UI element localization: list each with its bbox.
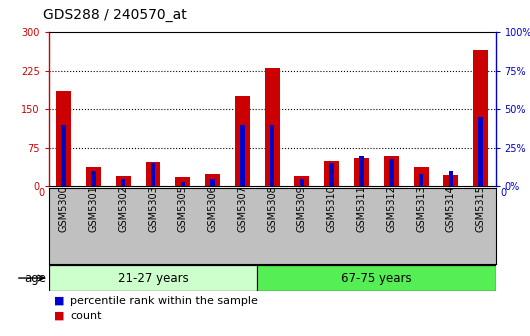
Bar	[419, 174, 423, 186]
Bar	[86, 167, 101, 186]
Bar	[210, 179, 215, 186]
Bar	[56, 91, 71, 186]
Text: 67-75 years: 67-75 years	[341, 271, 412, 285]
Bar	[299, 179, 304, 186]
Bar	[359, 156, 364, 186]
Bar	[270, 125, 275, 186]
Bar	[384, 156, 399, 186]
Bar	[240, 125, 245, 186]
Text: ■: ■	[54, 311, 65, 321]
Bar	[473, 50, 488, 186]
Bar	[121, 179, 126, 186]
Bar	[235, 96, 250, 186]
Text: ■: ■	[54, 296, 65, 306]
Bar	[389, 159, 394, 186]
Bar	[448, 171, 453, 186]
Text: 0: 0	[38, 188, 45, 198]
Bar	[330, 163, 334, 186]
Text: count: count	[70, 311, 101, 321]
Text: age: age	[24, 271, 46, 285]
Bar	[354, 158, 369, 186]
Bar	[444, 175, 458, 186]
Bar	[146, 162, 161, 186]
Text: 0: 0	[500, 188, 506, 198]
Bar	[479, 117, 483, 186]
Bar	[151, 163, 155, 186]
Bar	[205, 174, 220, 186]
Bar	[116, 176, 131, 186]
FancyBboxPatch shape	[257, 265, 496, 291]
Bar	[61, 125, 66, 186]
Bar	[181, 182, 185, 186]
Bar	[413, 167, 429, 186]
Bar	[175, 177, 190, 186]
FancyBboxPatch shape	[49, 265, 257, 291]
Text: 21-27 years: 21-27 years	[118, 271, 188, 285]
Bar	[91, 171, 96, 186]
Text: GDS288 / 240570_at: GDS288 / 240570_at	[43, 8, 187, 22]
Bar	[324, 161, 339, 186]
Text: percentile rank within the sample: percentile rank within the sample	[70, 296, 258, 306]
Bar	[295, 176, 310, 186]
Bar	[264, 68, 280, 186]
